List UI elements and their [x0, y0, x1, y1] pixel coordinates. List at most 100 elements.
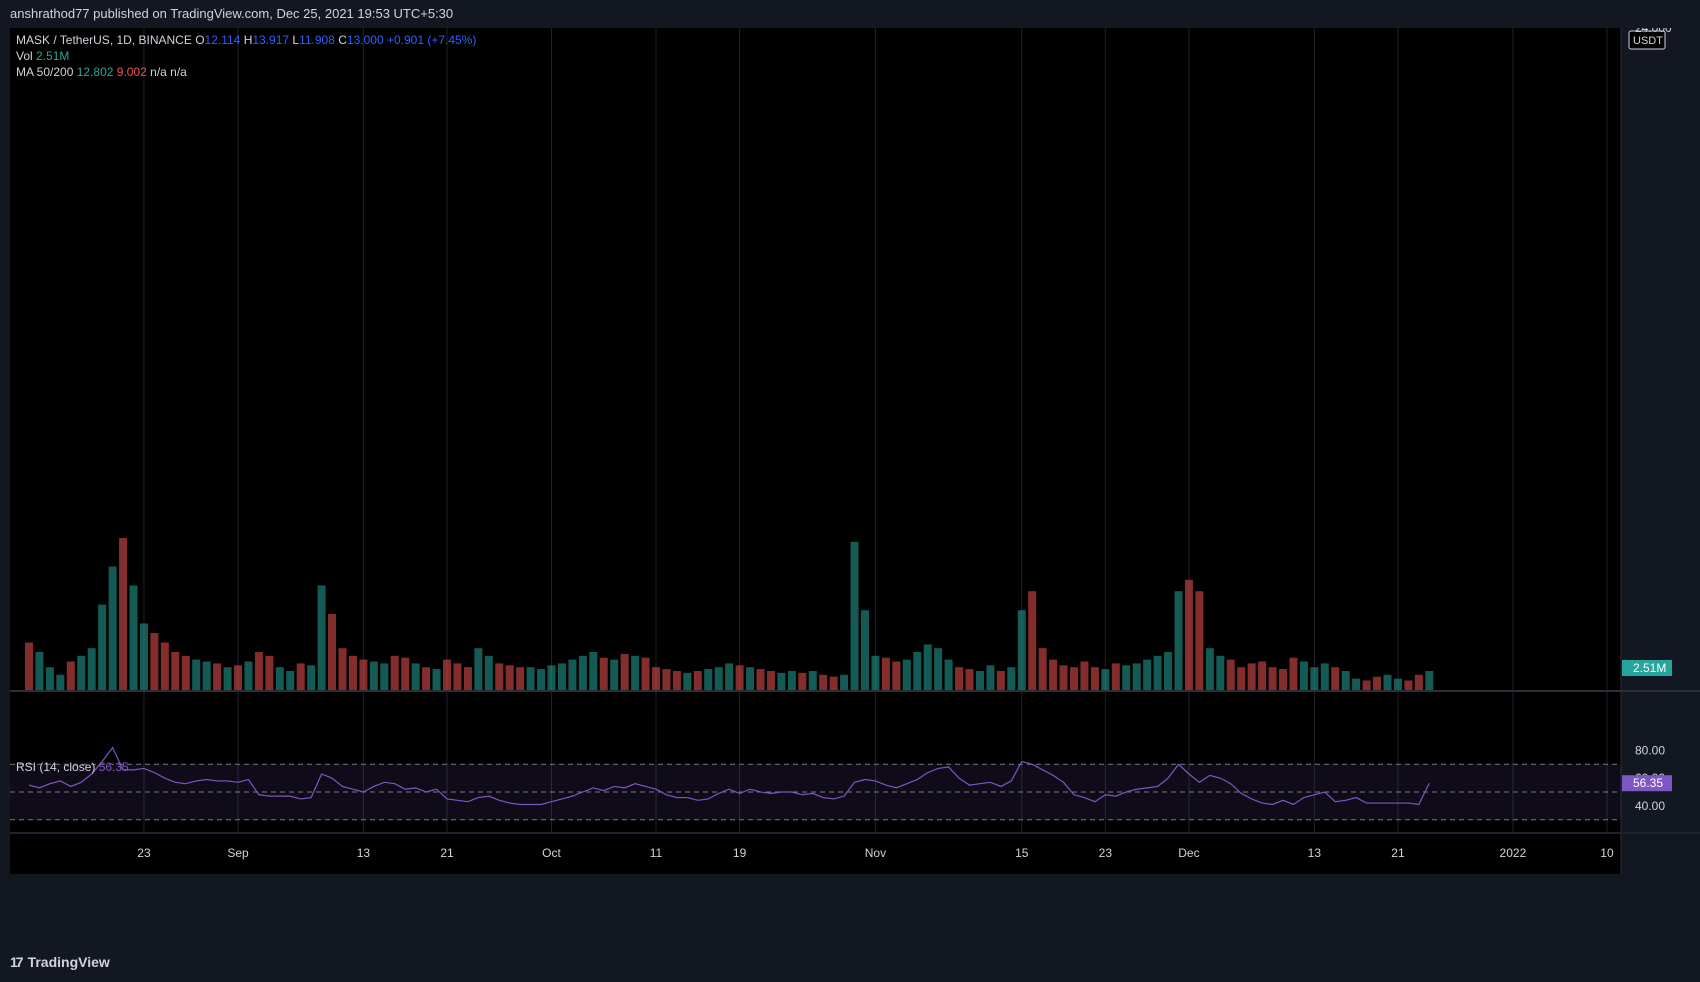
volume-bar	[244, 661, 253, 690]
volume-bar	[861, 610, 869, 690]
volume-bar	[1320, 663, 1329, 690]
volume-bar	[1216, 655, 1225, 690]
volume-bar	[1184, 579, 1193, 690]
volume-bar	[254, 652, 263, 690]
volume-bar	[704, 669, 713, 690]
volume-bar	[672, 671, 681, 690]
time-tick-label: 10	[1600, 846, 1614, 860]
volume-bar	[328, 614, 337, 690]
close-label: C	[338, 33, 347, 47]
high-value: 13.917	[252, 33, 290, 47]
low-label: L	[292, 33, 300, 47]
symbol-legend: MASK / TetherUS, 1D, BINANCE O12.114 H13…	[16, 32, 476, 48]
time-tick-label: 19	[733, 846, 747, 860]
volume-bar	[819, 674, 828, 690]
volume-bar	[996, 671, 1005, 690]
rsi-value-tag-label: 56.35	[1633, 776, 1663, 790]
volume-bar	[369, 661, 378, 690]
time-tick-label: 13	[357, 846, 371, 860]
volume-bar	[98, 604, 107, 690]
volume-bar	[1028, 591, 1037, 690]
volume-bar	[495, 663, 504, 690]
volume-bar	[317, 585, 326, 690]
volume-bar	[693, 671, 702, 690]
ma-label: MA 50/200	[16, 65, 74, 79]
volume-bar	[787, 671, 796, 690]
time-tick-label: 11	[650, 846, 663, 860]
volume-bar	[181, 655, 190, 690]
volume-bar	[1070, 667, 1078, 690]
volume-bar	[610, 659, 619, 690]
volume-bar	[902, 659, 911, 690]
time-tick-label: 2022	[1500, 846, 1527, 860]
volume-bar	[192, 659, 201, 690]
currency-tag	[1628, 30, 1666, 50]
price-pane	[10, 28, 1621, 690]
chart-canvas[interactable]: USDT24.00025.00023.00021.00019.00017.000…	[10, 28, 1700, 946]
volume-bar	[986, 665, 995, 690]
volume-bar	[1414, 674, 1423, 690]
volume-bar	[1143, 659, 1152, 690]
volume-bar	[568, 659, 577, 690]
volume-bar	[965, 669, 974, 690]
volume-bar	[547, 665, 556, 690]
volume-legend[interactable]: Vol 2.51M	[16, 48, 69, 64]
volume-bar	[1247, 663, 1256, 690]
volume-bar	[1205, 648, 1214, 690]
volume-bar	[662, 669, 671, 690]
volume-bar	[1049, 659, 1058, 690]
volume-bar	[307, 665, 316, 690]
volume-bar	[871, 655, 880, 690]
volume-bar	[286, 671, 295, 690]
volume-bar	[56, 674, 65, 690]
high-label: H	[243, 33, 253, 47]
volume-bar	[1331, 667, 1340, 690]
rsi-value-tag	[1622, 775, 1672, 792]
tradingview-logo-icon: 17	[10, 954, 24, 970]
volume-bar	[1383, 674, 1392, 690]
ma-legend[interactable]: MA 50/200 12.802 9.002 n/a n/a	[16, 64, 187, 80]
chart-area[interactable]: USDT24.00025.00023.00021.00019.00017.000…	[10, 28, 1700, 946]
volume-bar	[1279, 669, 1287, 690]
time-axis-pane	[10, 834, 1621, 874]
volume-bar	[474, 648, 483, 690]
volume-bar	[1310, 667, 1319, 690]
volume-bar	[66, 661, 75, 690]
symbol-name[interactable]: MASK / TetherUS, 1D, BINANCE	[16, 33, 192, 47]
time-tick-label: 13	[1308, 846, 1322, 860]
volume-bar	[77, 655, 86, 690]
volume-bar	[484, 655, 493, 690]
volume-bar	[463, 667, 472, 690]
volume-bar	[1090, 667, 1099, 690]
price-tick-label: 24.000	[1635, 28, 1672, 35]
volume-bar	[213, 663, 222, 690]
volume-bar	[119, 538, 128, 690]
tradingview-logo[interactable]: 17 TradingView	[10, 954, 110, 970]
volume-bar	[265, 655, 274, 690]
volume-bar	[1174, 591, 1183, 690]
volume-bar	[599, 657, 608, 690]
volume-bar	[881, 657, 890, 690]
volume-bar	[1373, 676, 1382, 690]
volume-bar	[1425, 671, 1434, 690]
volume-bar	[777, 672, 786, 690]
volume-bar	[850, 541, 859, 690]
volume-bar	[1393, 678, 1402, 690]
vol-value: 2.51M	[36, 49, 70, 63]
rsi-pane	[10, 692, 1621, 832]
volume-bar	[725, 663, 734, 690]
volume-bar	[505, 665, 514, 690]
volume-bar	[1007, 667, 1016, 690]
volume-bar	[1268, 667, 1277, 690]
volume-bar	[390, 655, 399, 690]
volume-bar	[892, 661, 901, 690]
volume-bar	[1404, 680, 1413, 690]
volume-bar	[296, 663, 305, 690]
volume-bar	[840, 674, 849, 690]
volume-bar	[1237, 667, 1246, 690]
vol-tag	[1622, 660, 1672, 676]
open-label: O	[195, 33, 205, 47]
volume-bar	[913, 652, 922, 690]
volume-bar	[798, 672, 807, 690]
rsi-legend[interactable]: RSI (14, close) 56.35	[16, 759, 129, 775]
